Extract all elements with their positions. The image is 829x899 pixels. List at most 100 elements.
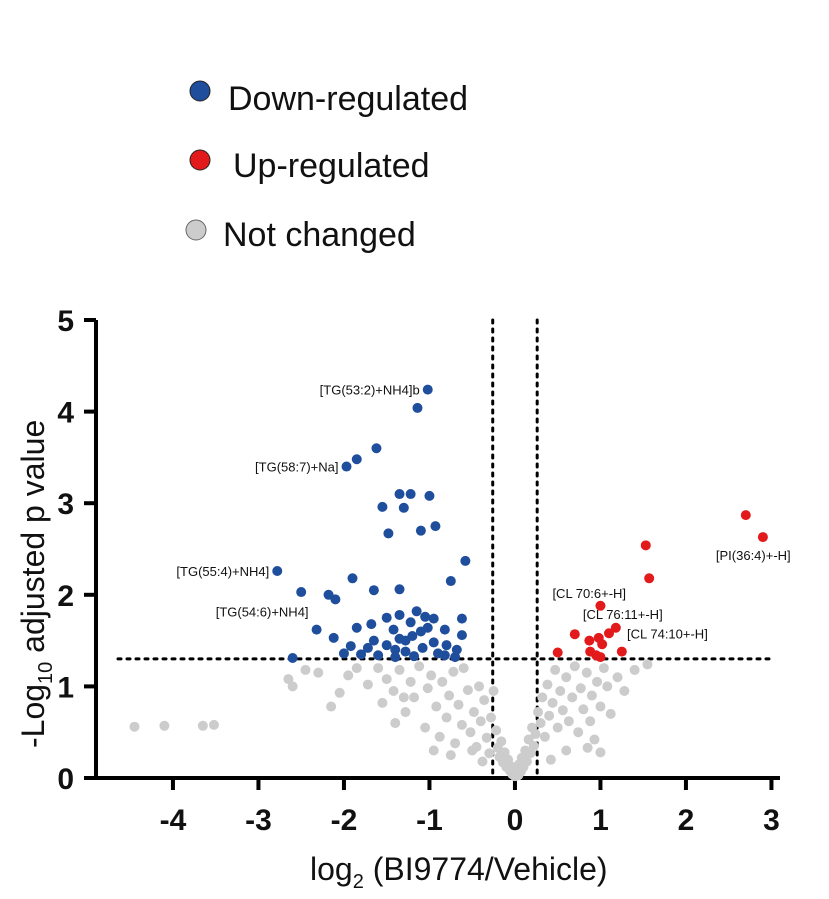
down-regulated-point: [351, 454, 362, 465]
up-regulated-point: [595, 600, 606, 611]
down-regulated-point: [394, 489, 405, 500]
not-changed-point: [552, 722, 563, 733]
y-tick-label: 0: [57, 763, 74, 796]
down-regulated-point: [311, 624, 322, 635]
not-changed-point: [390, 718, 401, 729]
not-changed-point: [381, 674, 392, 685]
not-changed-point: [445, 750, 456, 761]
up-regulated-point: [552, 647, 563, 658]
not-changed-point: [129, 721, 140, 732]
down-regulated-point: [441, 640, 452, 651]
not-changed-point: [444, 690, 455, 701]
x-tick-label: -3: [245, 804, 272, 837]
down-regulated-point: [439, 624, 450, 635]
not-changed-point: [477, 756, 488, 767]
not-changed-point: [578, 704, 589, 715]
not-changed-point: [326, 701, 337, 712]
down-regulated-point: [394, 609, 405, 620]
down-regulated-point: [362, 642, 373, 653]
down-regulated-point: [390, 644, 401, 655]
not-changed-point: [343, 670, 354, 681]
x-axis-title-rest: (BI9774/Vehicle): [364, 851, 608, 887]
not-changed-point: [462, 685, 473, 696]
not-changed-point: [351, 663, 362, 674]
not-changed-point: [550, 664, 561, 675]
not-changed-point: [581, 667, 592, 678]
not-changed-point: [642, 659, 653, 670]
not-changed-point: [488, 685, 499, 696]
up-regulated-point: [640, 540, 651, 551]
legend-marker-up: [189, 149, 211, 171]
legend-marker-not-changed: [185, 219, 207, 241]
not-changed-point: [434, 731, 445, 742]
not-changed-point: [334, 687, 345, 698]
not-changed-point: [521, 756, 532, 767]
not-changed-point: [362, 679, 373, 690]
down-regulated-point: [445, 576, 456, 587]
down-regulated-point: [428, 637, 439, 648]
not-changed-point: [450, 738, 461, 749]
not-changed-point: [388, 685, 399, 696]
down-regulated-point: [381, 640, 392, 651]
down-regulated-point: [330, 594, 341, 605]
not-changed-point: [612, 672, 623, 683]
not-changed-point: [569, 661, 580, 672]
down-regulated-point: [390, 652, 401, 663]
down-regulated-point: [272, 565, 283, 576]
y-axis-title-rest: adjusted p value: [15, 420, 51, 662]
not-changed-point: [573, 727, 584, 738]
not-changed-point: [313, 667, 324, 678]
down-regulated-point: [296, 587, 307, 598]
down-regulated-point: [328, 632, 339, 643]
down-regulated-point: [422, 384, 433, 395]
down-regulated-point: [409, 651, 420, 662]
down-regulated-point: [405, 617, 416, 628]
not-changed-point: [598, 663, 609, 674]
down-regulated-point: [381, 612, 392, 623]
not-changed-point: [426, 670, 437, 681]
down-regulated-point: [347, 573, 358, 584]
down-regulated-point: [415, 626, 426, 637]
not-changed-point: [479, 695, 490, 706]
down-regulated-point: [366, 619, 377, 630]
not-changed-point: [537, 692, 548, 703]
point-annotations: [TG(53:2)+NH4]b [TG(58:7)+Na] [TG(55:4)+NH…: [176, 383, 790, 642]
not-changed-point: [586, 690, 597, 701]
point-annotation-label: [CL 74:10+-H]: [627, 626, 708, 641]
not-changed-point: [475, 716, 486, 727]
not-changed-point: [398, 692, 409, 703]
not-changed-point: [373, 663, 384, 674]
not-changed-point: [467, 745, 478, 756]
point-annotation-label: [TG(55:4)+NH4]: [176, 564, 269, 579]
y-tick-label: 2: [57, 580, 74, 613]
down-regulated-point: [420, 611, 431, 622]
axes: -4 -3 -2 -1 0 1 2 3 0 1 2 3 4 5: [57, 305, 780, 837]
not-changed-point: [589, 734, 600, 745]
not-changed-point: [400, 707, 411, 718]
up-regulated-point: [610, 622, 621, 633]
not-changed-point: [539, 731, 550, 742]
y-axis-title-main: -Log: [15, 684, 51, 748]
up-regulated-point: [584, 635, 595, 646]
down-regulated-point: [424, 490, 435, 501]
not-changed-point: [575, 683, 586, 694]
down-regulated-point: [383, 528, 394, 539]
point-annotation-label: [TG(53:2)+NH4]b: [320, 383, 420, 398]
down-regulated-point: [398, 502, 409, 513]
not-changed-point: [474, 681, 485, 692]
not-changed-point: [208, 719, 219, 730]
not-changed-point: [414, 661, 425, 672]
x-axis-title-main: log: [310, 851, 353, 887]
down-regulated-point: [351, 622, 362, 633]
x-tick-label: -2: [331, 804, 358, 837]
not-changed-point: [405, 676, 416, 687]
y-axis-title-subscript: 10: [35, 662, 57, 684]
not-changed-point: [595, 701, 606, 712]
down-regulated-point: [412, 402, 423, 413]
down-regulated-point: [415, 525, 426, 536]
not-changed-point: [545, 754, 556, 765]
not-changed-point: [542, 679, 553, 690]
not-changed-point: [563, 716, 574, 727]
not-changed-point: [484, 748, 495, 759]
not-changed-point: [535, 718, 546, 729]
